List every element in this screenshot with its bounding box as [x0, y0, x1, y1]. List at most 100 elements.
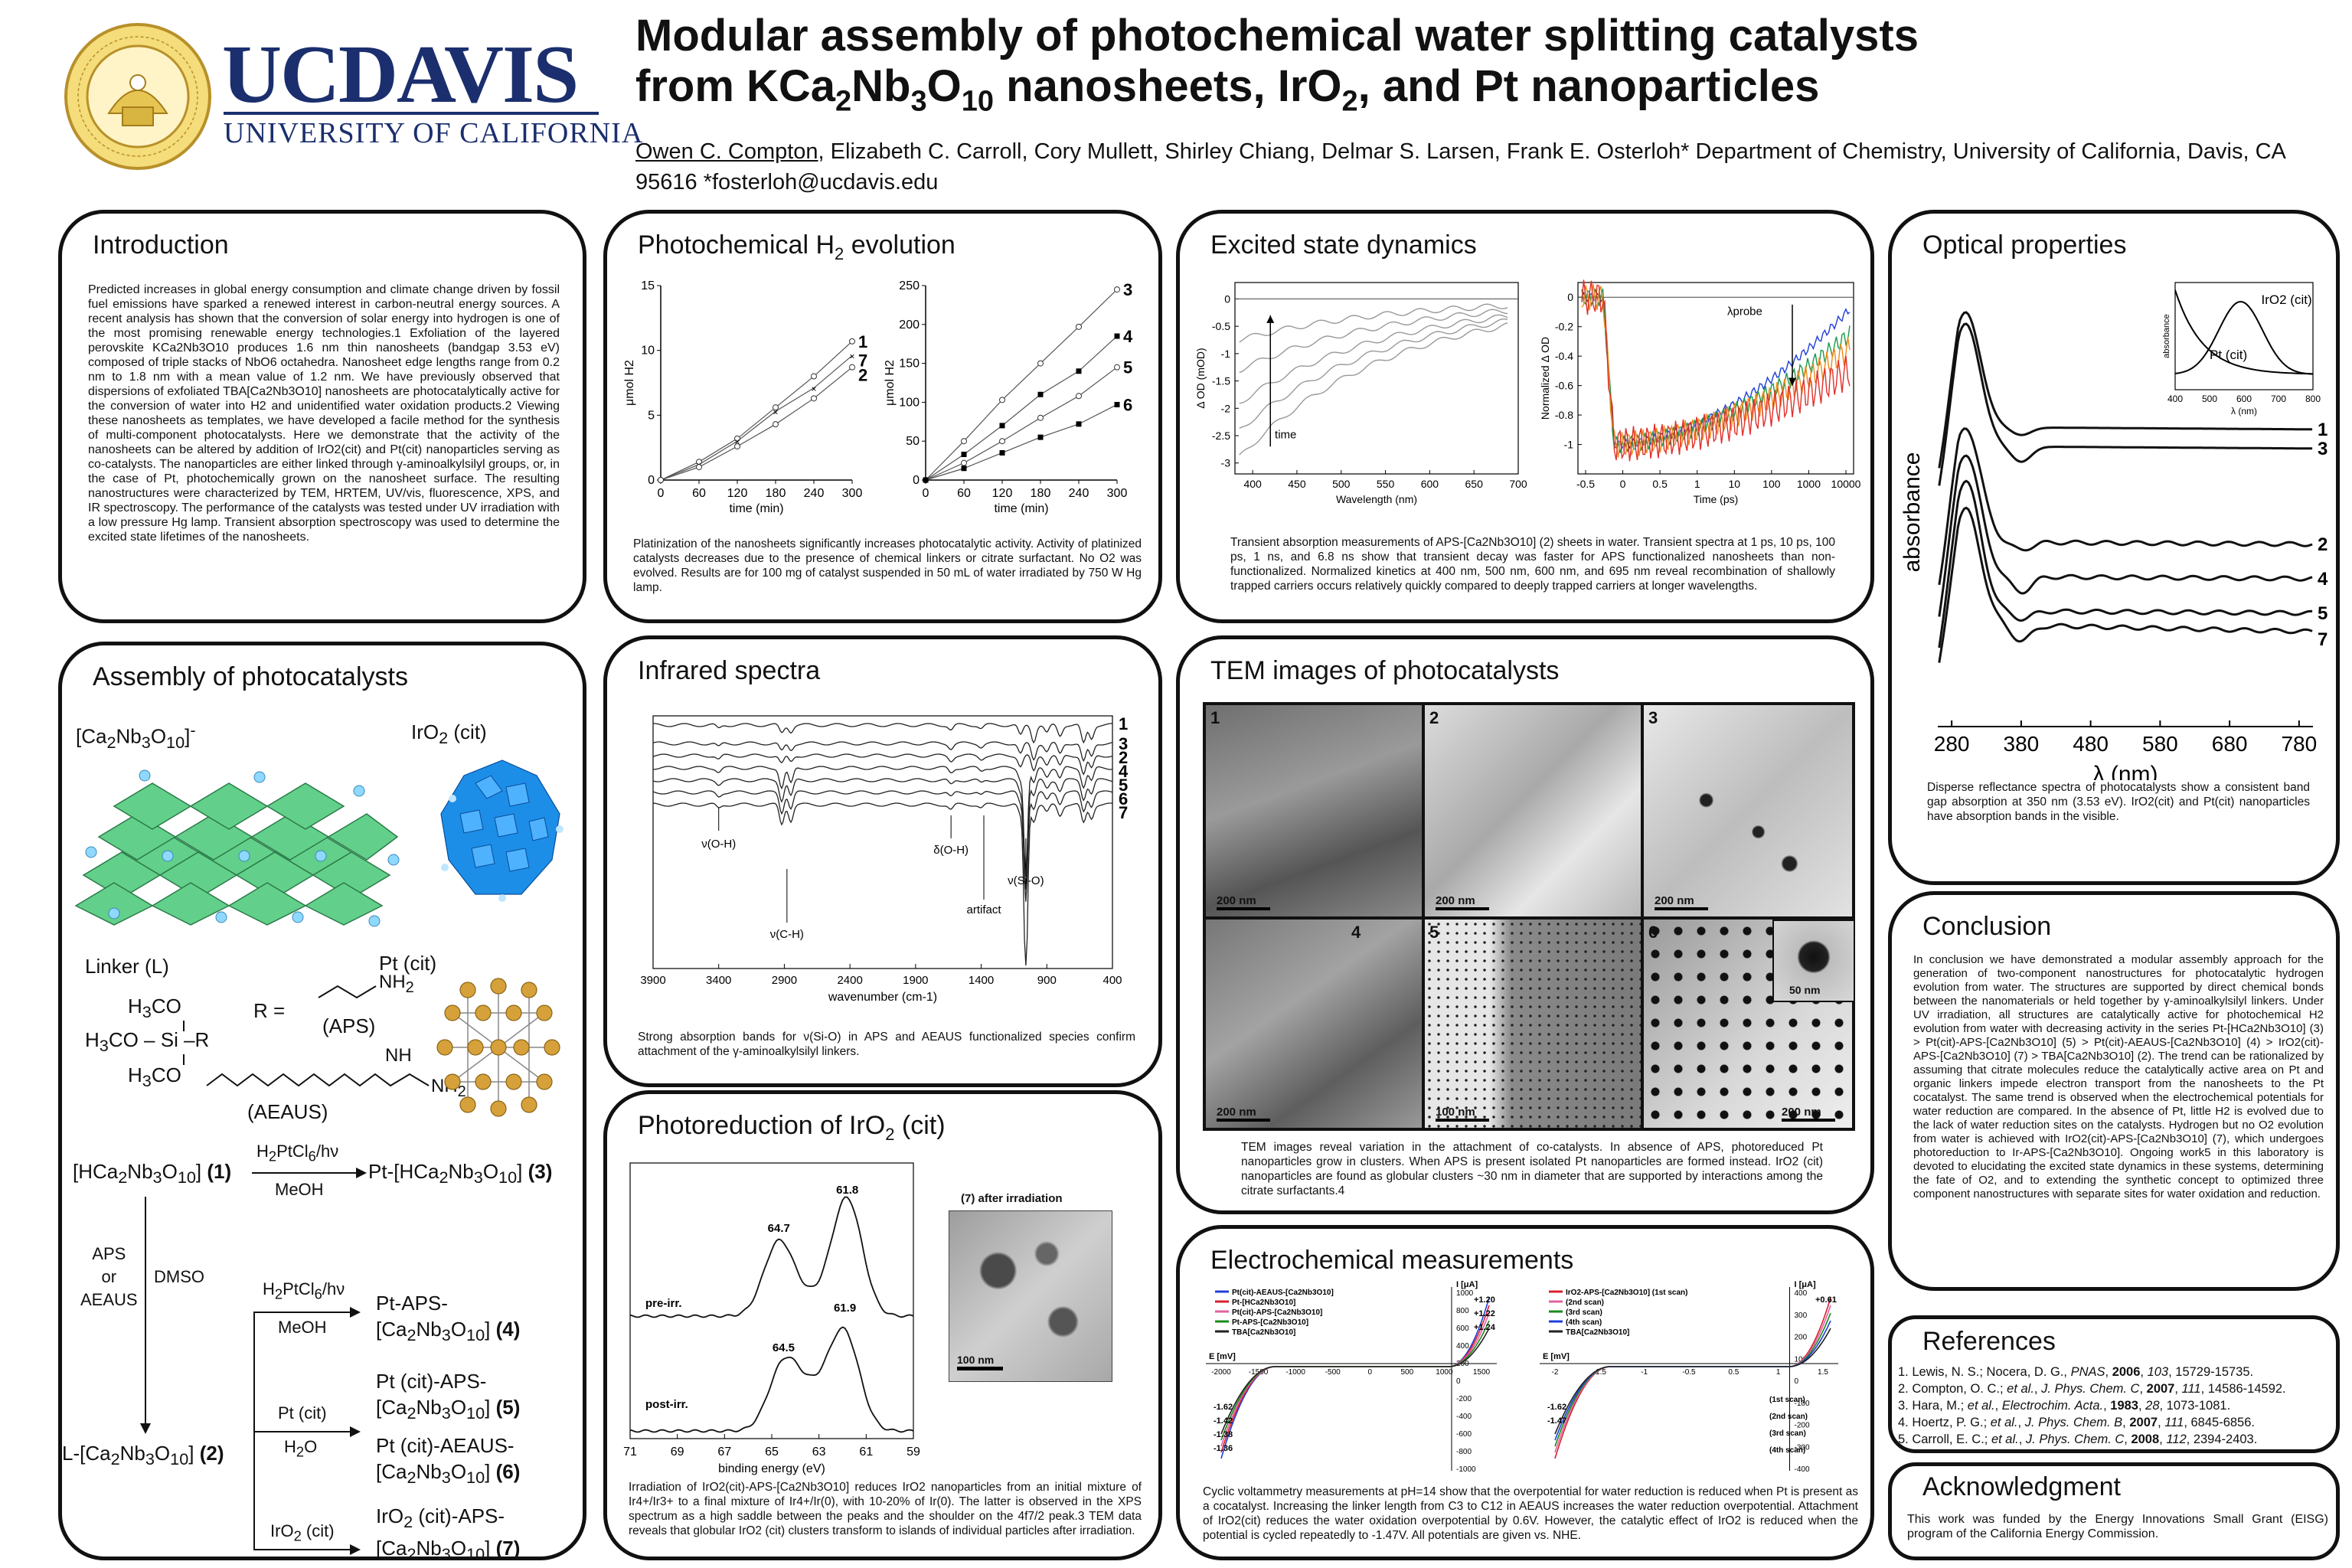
cv-mark-label: +1.22 [1474, 1309, 1495, 1318]
iro2-label: IrO2 (cit) [411, 720, 487, 748]
x-tick-label: 650 [1465, 478, 1484, 490]
inset-trace-pt [2174, 289, 2314, 375]
y-tick-label: -2.5 [1212, 430, 1230, 442]
introduction-text: Predicted increases in global energy con… [88, 283, 560, 544]
optical-trace-label-3: 3 [2318, 439, 2328, 459]
scheme-compound-4: Pt-APS- [Ca2Nb3O10] (4) [376, 1292, 521, 1345]
inset-label-pt: Pt (cit) [2210, 348, 2247, 362]
inset-label-iro2: IrO2 (cit) [2262, 292, 2312, 307]
x-tick-label: 0.5 [1728, 1368, 1739, 1377]
annotation-ch: ν(C-H) [770, 928, 804, 941]
x-axis-label: Wavelength (nm) [1336, 493, 1417, 505]
legend-entry: IrO2-APS-[Ca2Nb3O10] (1st scan) [1566, 1289, 1688, 1297]
plot-frame [1234, 282, 1519, 475]
scheme-compound-2: L-[Ca2Nb3O10] (2) [62, 1442, 224, 1469]
annotation-oh: ν(O-H) [701, 838, 736, 851]
y-tick-label: 200 [1795, 1334, 1808, 1342]
tem-5-scale-bar [1436, 1119, 1489, 1122]
cv-trace [1220, 1328, 1490, 1435]
cv-mark-label: +1.24 [1474, 1323, 1496, 1332]
cv-mark-label: +0.61 [1815, 1295, 1837, 1305]
x-tick-label: 0 [1620, 478, 1626, 490]
h2-evolution-panel: Photochemical H2 evolution 0 60 120 180 240 3… [603, 210, 1162, 623]
introduction-title: Introduction [93, 230, 229, 260]
y-axis-label: I [μA] [1795, 1280, 1816, 1289]
acknowledgment-panel: Acknowledgment This work was funded by t… [1888, 1462, 2340, 1560]
y-tick-label: 400 [1456, 1342, 1469, 1351]
ta-kinetics-chart: -0.5 0 0.5 1 10 100 1000 10000 0 -0.2 -0.4 -0.6 -0.8… [1540, 279, 1861, 505]
x-tick-label: 65 [765, 1446, 779, 1459]
assembly-title: Assembly of photocatalysts [93, 662, 408, 691]
data-point-2 [811, 395, 817, 402]
logo-university-of-california: UNIVERSITY OF CALIFORNIA [224, 117, 644, 149]
y-tick-label: -3 [1221, 457, 1231, 469]
poster-title: Modular assembly of photochemical water … [635, 11, 1919, 118]
x-tick-label: 2900 [772, 974, 797, 987]
optical-trace-1 [1938, 311, 2313, 469]
x-tick-label: 60 [692, 487, 706, 500]
annotation-sio: ν(Si-O) [1008, 874, 1044, 887]
x-tick-label: 300 [842, 487, 863, 500]
y-tick-label: -2 [1221, 402, 1231, 414]
data-point-4 [961, 451, 967, 457]
scheme-branch-1-top: H2PtCl6/hν [263, 1279, 345, 1302]
series-label-3: 3 [1123, 280, 1132, 299]
x-tick-label: -1 [1641, 1368, 1648, 1377]
data-point-7: × [734, 436, 740, 447]
x-tick-label: 180 [766, 487, 786, 500]
optical-chart: 280 380 480 580 680 780 λ (nm) absorbance 13 2 4 5 7… [1900, 282, 2328, 780]
linker-h3co-1: H3CO [128, 995, 181, 1022]
y-tick-label: 0 [1795, 1377, 1799, 1386]
optical-title: Optical properties [1922, 230, 2127, 260]
data-point-3 [999, 397, 1005, 403]
electrochemical-title: Electrochemical measurements [1210, 1246, 1574, 1275]
data-point-3 [1076, 323, 1082, 330]
y-tick-label: 1000 [1456, 1289, 1474, 1298]
y-tick-label: 0 [1456, 1377, 1461, 1386]
scheme-compound-3: Pt-[HCa2Nb3O10] (3) [368, 1160, 553, 1187]
tem-image-2: 2 200 nm [1425, 705, 1641, 916]
ir-trace-label-6: 6 [1119, 789, 1128, 808]
x-tick-label: 71 [623, 1446, 637, 1459]
iro2-photoreduction-caption: Irradiation of IrO2(cit)-APS-[Ca2Nb3O10]… [629, 1481, 1142, 1537]
h2-chart-right: 0 60 120 180 240 300 0 50 100 150 200 250 time (min)… [884, 279, 1133, 515]
time-arrow-head [1266, 315, 1275, 323]
y-tick-label: -200 [1456, 1395, 1472, 1403]
cv-scan-label: (4th scan) [1769, 1446, 1805, 1455]
x-tick-label: 580 [2142, 732, 2178, 756]
x-tick-label: 900 [1037, 974, 1057, 987]
y-tick-label: 100 [899, 396, 920, 409]
ir-trace-3 [652, 741, 1113, 763]
x-tick-label: 60 [957, 487, 971, 500]
x-tick-label: 550 [1377, 478, 1395, 490]
y-tick-label: 0 [1224, 292, 1230, 305]
cv-scan-label: (2nd scan) [1769, 1413, 1808, 1421]
optical-trace-label-4: 4 [2318, 569, 2328, 590]
legend-entry: TBA[Ca2Nb3O10] [1232, 1328, 1295, 1337]
ir-trace-4 [652, 766, 1113, 877]
y-tick-label: -200 [1795, 1422, 1810, 1430]
series-label-1: 1 [858, 332, 867, 351]
excited-state-title: Excited state dynamics [1210, 230, 1477, 260]
x-tick-label: -500 [1325, 1368, 1341, 1377]
data-point-5 [1037, 414, 1044, 421]
optical-trace-label-5: 5 [2318, 603, 2328, 624]
infrared-caption: Strong absorption bands for ν(Si-O) in A… [638, 1031, 1135, 1058]
scheme-branch-1-bottom: MeOH [278, 1318, 327, 1337]
aps-structure [318, 985, 377, 999]
x-tick-label: 3400 [706, 974, 731, 987]
scheme-dmso: DMSO [154, 1267, 204, 1286]
tem-image-3: 3 200 nm [1644, 705, 1852, 916]
conclusion-panel: Conclusion In conclusion we have demonst… [1888, 891, 2340, 1291]
tem-6-scale-bar [1782, 1119, 1835, 1122]
tem-3-scale-bar [1655, 907, 1708, 910]
data-point-3 [1037, 360, 1044, 367]
cv-mark-label: -1.38 [1214, 1430, 1233, 1439]
legend-entry: (4th scan) [1566, 1318, 1602, 1327]
inset-y-axis-label: absorbance [2162, 314, 2171, 358]
data-point-7: × [811, 384, 816, 394]
pt-cit-label: Pt (cit) [379, 952, 437, 975]
x-tick-label: 59 [906, 1446, 920, 1459]
ir-trace-6 [652, 790, 1113, 902]
x-tick-label: 500 [1332, 478, 1351, 490]
